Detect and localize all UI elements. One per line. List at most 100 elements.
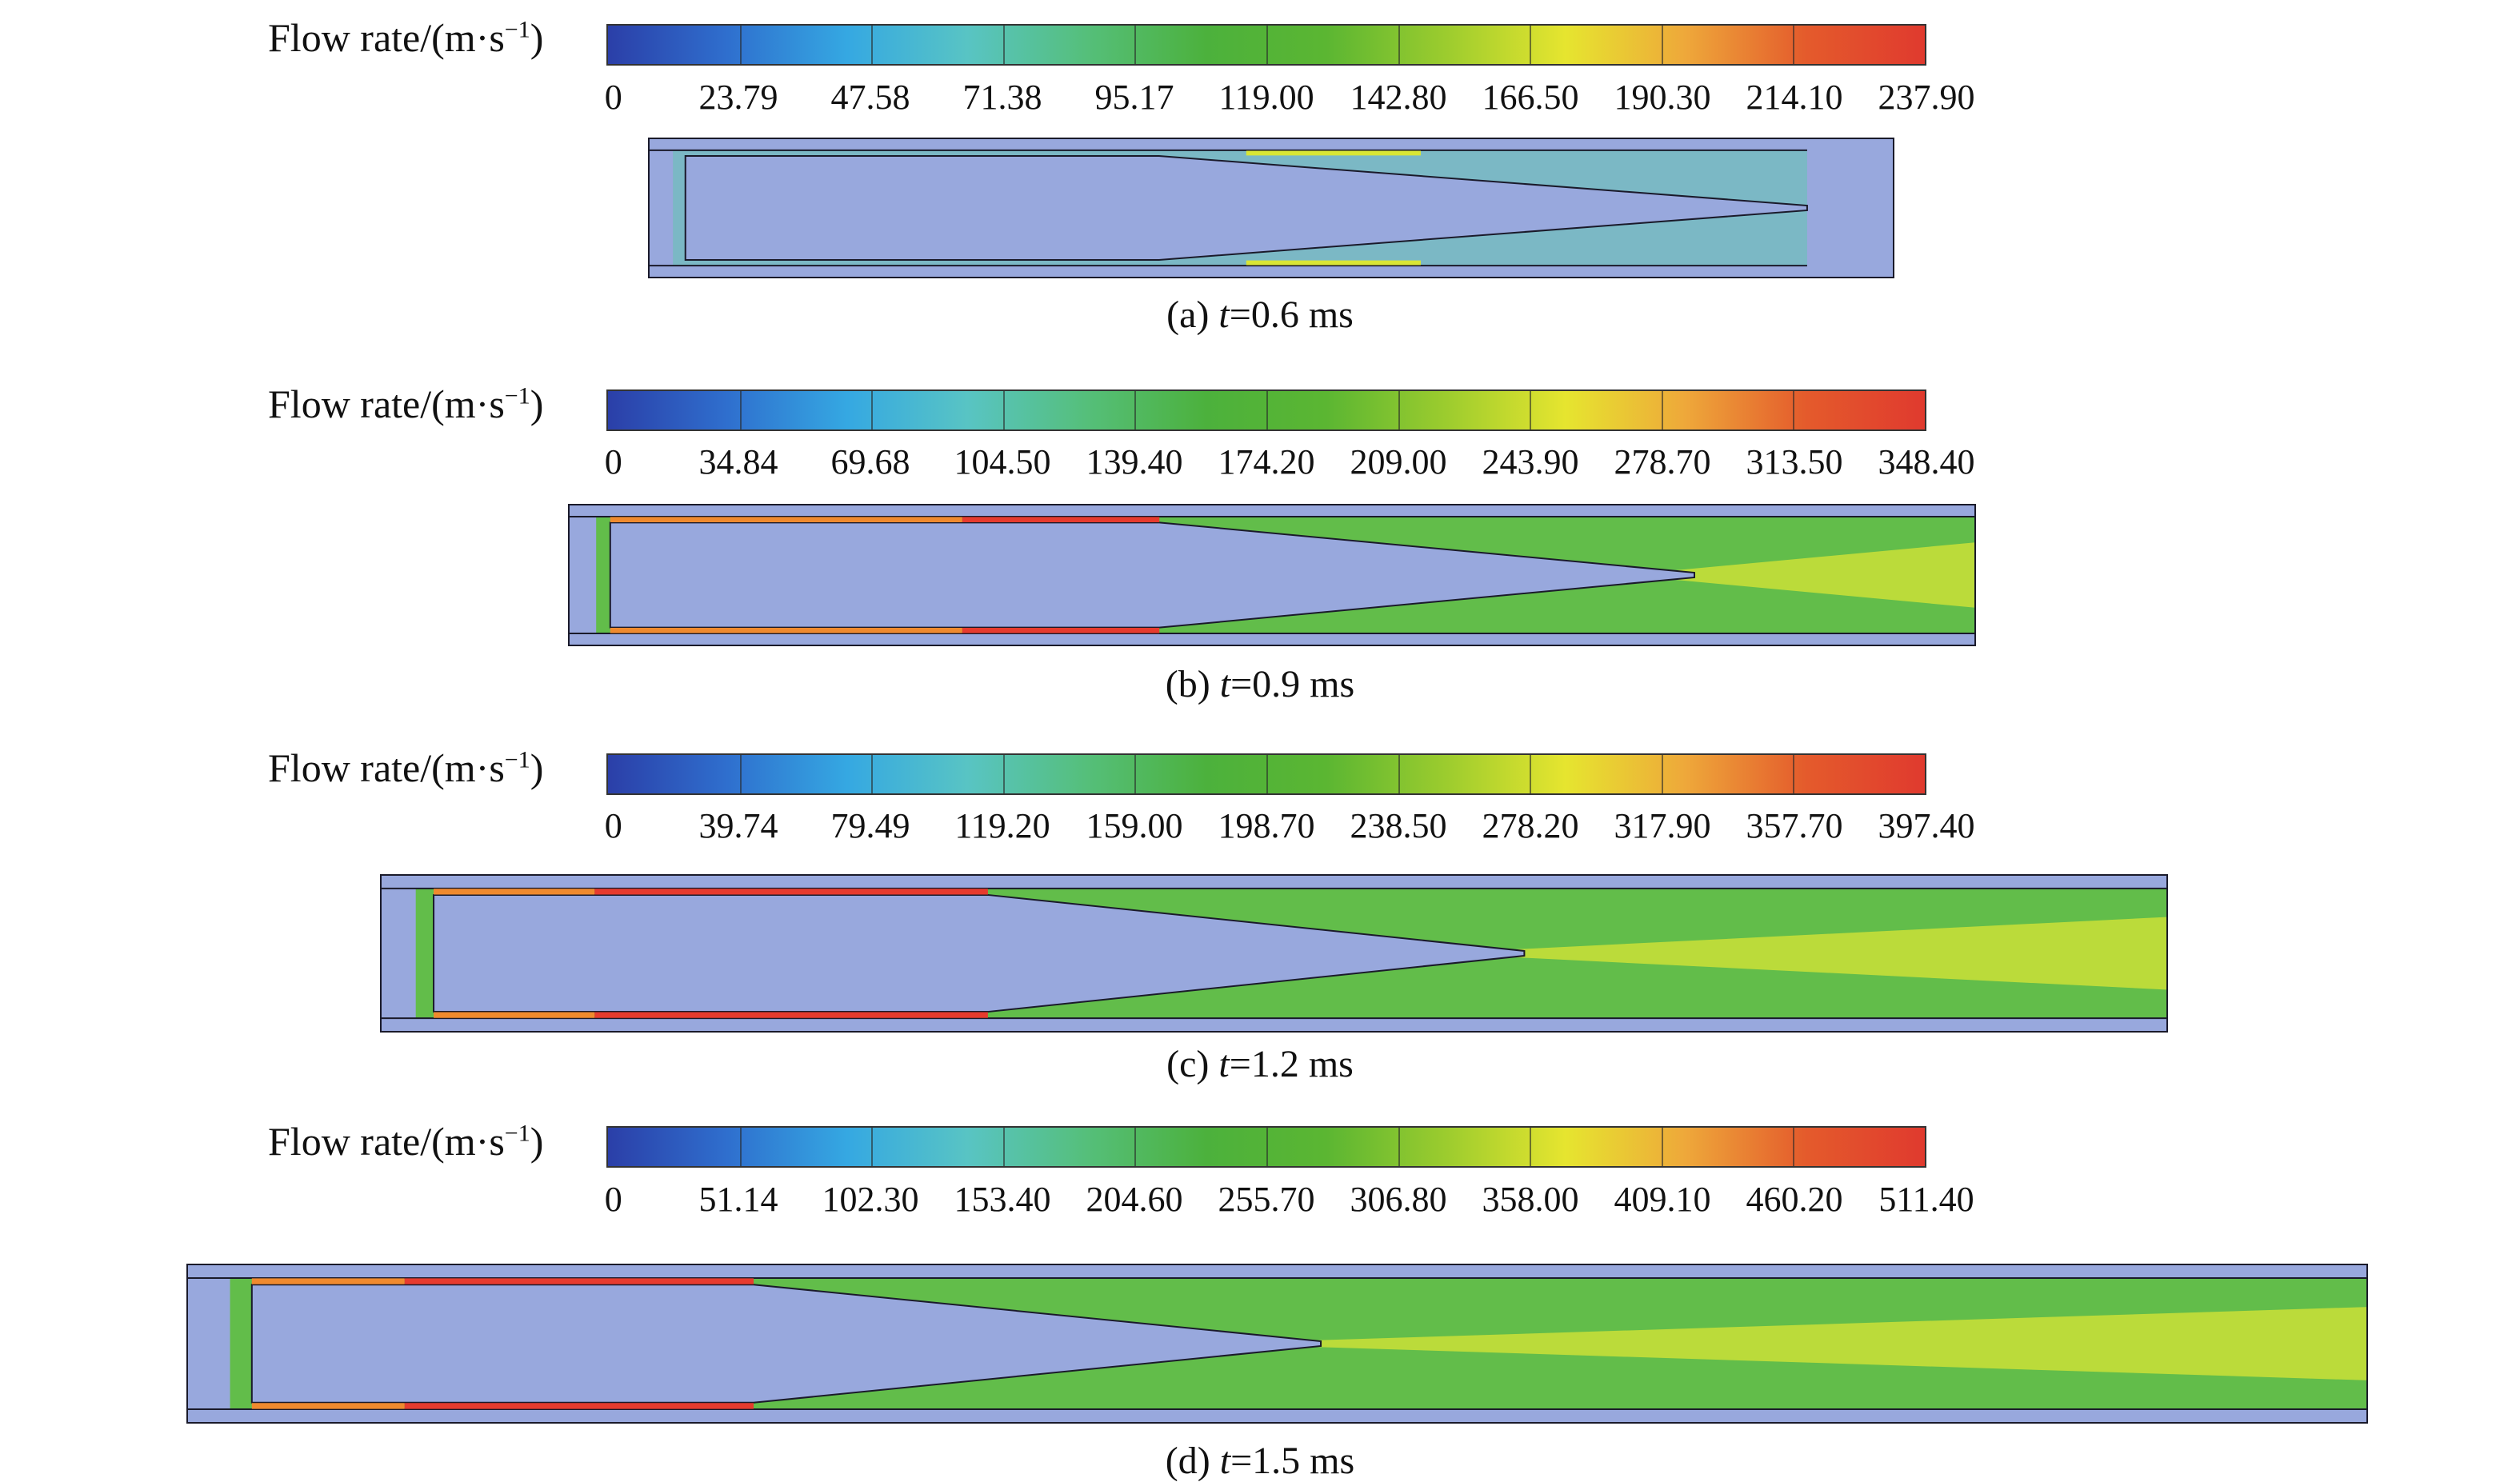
projectile-body — [684, 155, 1808, 261]
simulation-field — [648, 138, 1894, 278]
legend-title: Flow rate/(m·s−1) — [268, 1119, 544, 1164]
colorbar-divider — [1793, 755, 1795, 793]
colorbar-divider — [1530, 391, 1532, 429]
colorbar-divider — [1398, 1128, 1400, 1166]
colorbar-divider — [1002, 391, 1005, 429]
colorbar-divider — [1530, 1128, 1532, 1166]
colorbar-tick-label: 357.70 — [1746, 806, 1843, 845]
colorbar-tick-label: 313.50 — [1746, 442, 1843, 481]
high-velocity-zone — [1624, 542, 1976, 608]
colorbar-tick-label: 348.40 — [1878, 442, 1975, 481]
lower-wall — [648, 266, 1894, 278]
colorbar-tick-label: 51.14 — [698, 1180, 778, 1219]
colorbar-tick-label: 0 — [604, 442, 622, 481]
colorbar-tick-label: 198.70 — [1218, 806, 1315, 845]
colorbar-tick-label: 39.74 — [698, 806, 778, 845]
colorbar-divider — [871, 1128, 874, 1166]
colorbar-divider — [1793, 26, 1795, 64]
colorbar-tick-label: 0 — [604, 1180, 622, 1219]
colorbar-tick-label: 119.00 — [1218, 78, 1314, 117]
simulation-field — [380, 874, 2168, 1033]
simulation-field — [568, 504, 1976, 646]
colorbar-tick-label: 397.40 — [1878, 806, 1975, 845]
colorbar-tick-label: 204.60 — [1086, 1180, 1183, 1219]
high-velocity-zone — [1434, 917, 2168, 990]
colorbar-ticks: 0 34.84 69.68 104.50 139.40 174.20 209.00 243.9… — [604, 442, 1975, 485]
lower-wall — [186, 1409, 2368, 1424]
colorbar-divider — [1002, 26, 1005, 64]
colorbar-divider — [1266, 391, 1268, 429]
channel-frame — [568, 504, 1976, 646]
colorbar-tick-label: 159.00 — [1086, 806, 1183, 845]
colorbar-tick-label: 102.30 — [822, 1180, 919, 1219]
colorbar-tick-label: 409.10 — [1614, 1180, 1711, 1219]
simulation-field — [186, 1264, 2368, 1424]
colorbar-divider — [739, 1128, 742, 1166]
caption: (a) t=0.6 ms — [1166, 294, 1354, 336]
colorbar-divider — [1266, 1128, 1268, 1166]
colorbar-tick-label: 79.49 — [830, 806, 910, 845]
colorbar-tick-label: 95.17 — [1094, 78, 1174, 117]
colorbar-tick-label: 142.80 — [1350, 78, 1447, 117]
colorbar-ticks: 0 23.79 47.58 71.38 95.17 119.00 142.80 166.50 1… — [604, 78, 1975, 120]
projectile-body — [609, 521, 1695, 629]
colorbar-tick-label: 237.90 — [1878, 78, 1975, 117]
colorbar-tick-label: 511.40 — [1878, 1180, 1974, 1219]
legend-title: Flow rate/(m·s−1) — [268, 15, 544, 60]
colorbar-tick-label: 278.70 — [1614, 442, 1711, 481]
colorbar-divider — [1134, 26, 1137, 64]
channel-frame — [380, 874, 2168, 1033]
colorbar-tick-label: 23.79 — [698, 78, 778, 117]
upper-wall — [186, 1264, 2368, 1278]
colorbar-divider — [871, 26, 874, 64]
colorbar-divider — [1661, 755, 1663, 793]
lower-wall — [568, 633, 1976, 646]
colorbar-tick-label: 69.68 — [830, 442, 910, 481]
colorbar-divider — [1398, 26, 1400, 64]
colorbar-tick-label: 166.50 — [1482, 78, 1579, 117]
colorbar-tick-label: 317.90 — [1614, 806, 1711, 845]
colorbar-divider — [1134, 755, 1137, 793]
colorbar-divider — [1398, 755, 1400, 793]
colorbar-tick-label: 174.20 — [1218, 442, 1315, 481]
colorbar-tick-label: 0 — [604, 806, 622, 845]
colorbar-tick-label: 306.80 — [1350, 1180, 1447, 1219]
channel-frame — [186, 1264, 2368, 1424]
colorbar-ticks: 0 51.14 102.30 153.40 204.60 255.70 306.80 358.… — [604, 1180, 1974, 1222]
colorbar-tick-label: 358.00 — [1482, 1180, 1579, 1219]
colorbar-ticks: 0 39.74 79.49 119.20 159.00 198.70 238.50 278.2… — [604, 806, 1975, 849]
colorbar-tick-label: 214.10 — [1746, 78, 1843, 117]
colorbar-tick-label: 47.58 — [830, 78, 910, 117]
projectile-body — [433, 893, 1526, 1013]
colorbar-tick-label: 139.40 — [1086, 442, 1183, 481]
caption: (c) t=1.2 ms — [1166, 1043, 1354, 1085]
colorbar-divider — [1530, 755, 1532, 793]
colorbar-tick-label: 153.40 — [954, 1180, 1051, 1219]
panel-b: Flow rate/(m·s−1) 0 34.84 69.68 104.50 139.4… — [0, 368, 2520, 720]
colorbar-divider — [739, 755, 742, 793]
colorbar — [606, 1126, 1926, 1168]
lower-wall — [380, 1018, 2168, 1033]
panel-c: Flow rate/(m·s−1) 0 39.74 79.49 119.20 159.0… — [0, 732, 2520, 1084]
colorbar-divider — [1793, 391, 1795, 429]
colorbar-tick-label: 209.00 — [1350, 442, 1447, 481]
panel-d: Flow rate/(m·s−1) 0 51.14 102.30 153.40 204.… — [0, 1104, 2520, 1480]
colorbar-divider — [1661, 26, 1663, 64]
colorbar-tick-label: 34.84 — [698, 442, 778, 481]
colorbar-divider — [1266, 26, 1268, 64]
caption: (b) t=0.9 ms — [1165, 663, 1355, 705]
legend-title: Flow rate/(m·s−1) — [268, 745, 544, 790]
panel-a: Flow rate/(m·s−1) 0 23.79 47.58 71.38 95.17 1… — [0, 0, 2520, 352]
colorbar-divider — [1661, 391, 1663, 429]
colorbar-tick-label: 0 — [604, 78, 622, 117]
colorbar-divider — [739, 391, 742, 429]
colorbar-tick-label: 119.20 — [954, 806, 1050, 845]
colorbar-divider — [1134, 1128, 1137, 1166]
colorbar-divider — [1398, 391, 1400, 429]
colorbar-tick-label: 71.38 — [962, 78, 1042, 117]
colorbar-divider — [1002, 755, 1005, 793]
channel-frame — [648, 138, 1894, 278]
colorbar-divider — [1793, 1128, 1795, 1166]
colorbar-divider — [739, 26, 742, 64]
colorbar-divider — [1530, 26, 1532, 64]
